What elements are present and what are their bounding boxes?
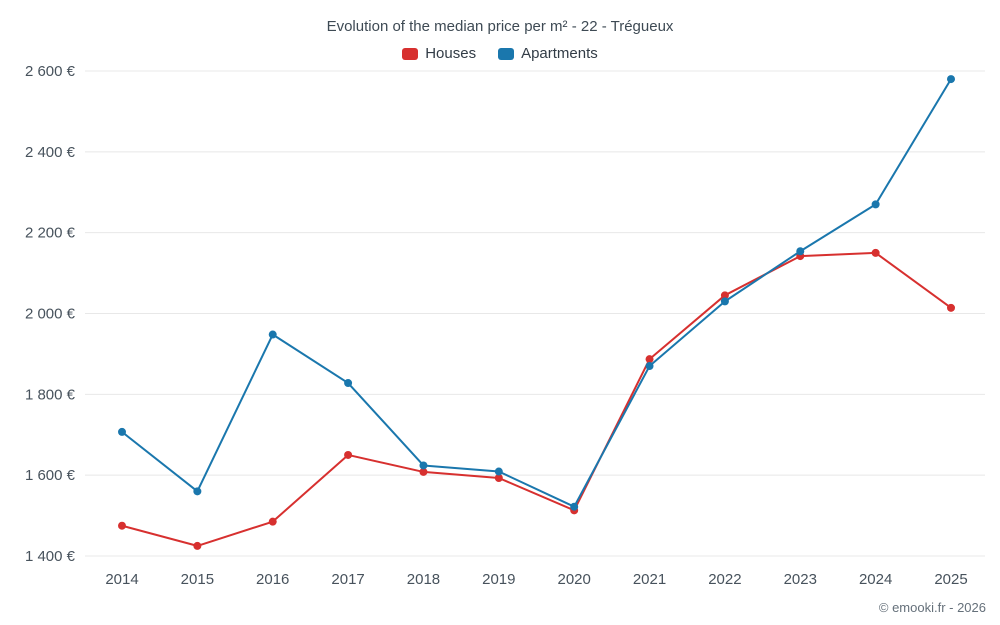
svg-text:2 200 €: 2 200 € xyxy=(25,225,76,242)
svg-text:2016: 2016 xyxy=(256,571,289,588)
svg-text:1 400 €: 1 400 € xyxy=(25,548,76,565)
legend-label-apartments: Apartments xyxy=(521,45,598,62)
svg-text:2015: 2015 xyxy=(181,571,214,588)
svg-text:2019: 2019 xyxy=(482,571,515,588)
svg-text:2 000 €: 2 000 € xyxy=(25,306,76,323)
chart-title: Evolution of the median price per m² - 2… xyxy=(326,18,674,35)
svg-text:2 600 €: 2 600 € xyxy=(25,63,76,80)
legend-item-houses[interactable]: Houses xyxy=(402,45,476,62)
svg-text:2 400 €: 2 400 € xyxy=(25,144,76,161)
svg-text:2014: 2014 xyxy=(105,571,138,588)
svg-text:2023: 2023 xyxy=(784,571,817,588)
legend-item-apartments[interactable]: Apartments xyxy=(498,45,598,62)
houses-series-swatch-icon xyxy=(402,47,419,60)
svg-text:2020: 2020 xyxy=(557,571,590,588)
svg-text:1 600 €: 1 600 € xyxy=(25,467,76,484)
svg-text:2024: 2024 xyxy=(859,571,892,588)
svg-text:2025: 2025 xyxy=(934,571,967,588)
svg-text:2022: 2022 xyxy=(708,571,741,588)
apartments-series-swatch-icon xyxy=(498,47,515,60)
legend-label-houses: Houses xyxy=(425,45,477,62)
svg-text:2017: 2017 xyxy=(331,571,364,588)
svg-text:1 800 €: 1 800 € xyxy=(25,386,76,403)
svg-text:2018: 2018 xyxy=(407,571,440,588)
credit-link[interactable]: © emooki.fr - 2026 xyxy=(878,600,986,615)
chart-legend: Houses Apartments xyxy=(0,45,1000,62)
svg-text:2021: 2021 xyxy=(633,571,666,588)
